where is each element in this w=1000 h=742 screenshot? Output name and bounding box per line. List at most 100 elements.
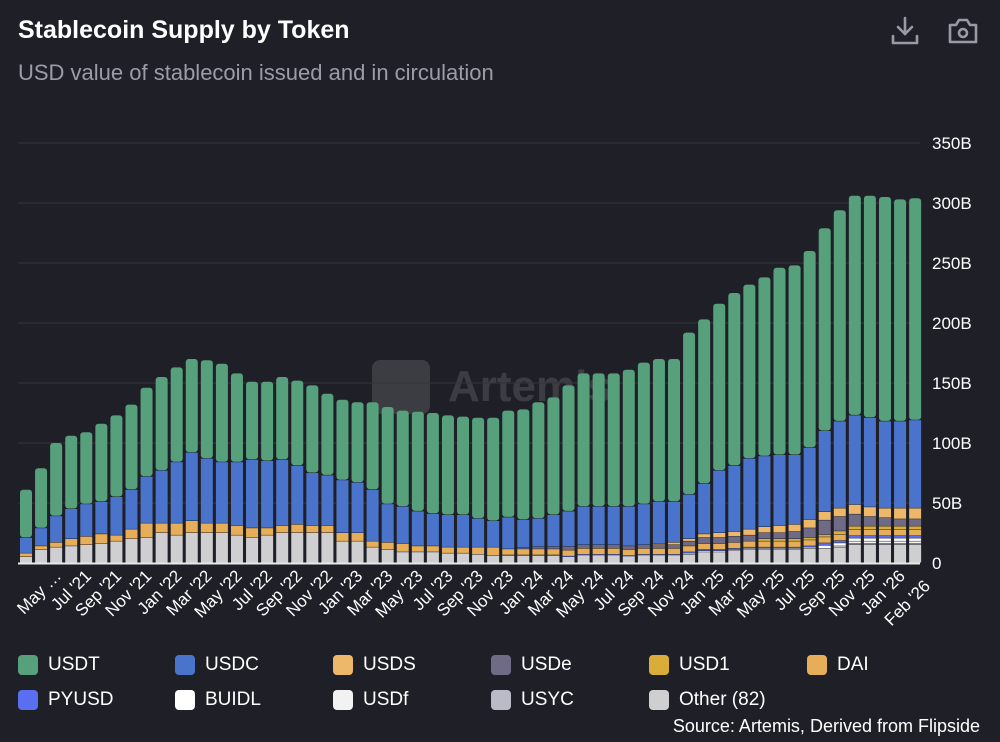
bar-segment-other-82-: [65, 546, 78, 563]
bar-segment-other-82-: [50, 547, 63, 563]
bar-segment-pyusd: [773, 547, 786, 549]
bar-segment-usds: [743, 529, 756, 535]
legend-item[interactable]: USYC: [491, 689, 574, 711]
bar-segment-pyusd: [668, 554, 681, 556]
bar-segment-usdt: [230, 373, 243, 462]
bar-segment-usde: [758, 533, 771, 539]
bar-segment-usdt: [200, 360, 213, 459]
bar-segment-usdt: [547, 397, 560, 515]
bar-segment-usdt: [894, 199, 907, 421]
bar-segment-other-82-: [381, 549, 394, 563]
bar-segment-other-82-: [683, 554, 696, 563]
legend-item[interactable]: USDT: [18, 654, 100, 676]
bar-segment-dai: [140, 523, 153, 538]
bar-segment-usds: [803, 519, 816, 528]
bar-segment-other-82-: [818, 548, 831, 563]
bar-segment-usd1: [833, 531, 846, 535]
bar-segment-other-82-: [472, 554, 485, 563]
bar-segment-pyusd: [652, 554, 665, 556]
bar-segment-usdt: [758, 277, 771, 456]
bar-segment-dai: [743, 541, 756, 547]
legend-item[interactable]: Other (82): [649, 689, 766, 711]
bar-segment-usde: [637, 545, 650, 549]
bar-segment-usdt: [743, 284, 756, 459]
bar-segment-usdc: [683, 494, 696, 539]
legend-item[interactable]: USDS: [333, 654, 416, 676]
bar-segment-usdc: [291, 465, 304, 525]
bar-segment-usdc: [185, 452, 198, 521]
bar-segment-usdc: [95, 501, 108, 534]
bar-segment-usdt: [65, 435, 78, 509]
legend-item[interactable]: BUIDL: [175, 689, 261, 711]
bar-segment-usde: [909, 519, 922, 526]
bar-segment-usdf: [863, 541, 876, 544]
bar-segment-usd1: [878, 526, 891, 530]
bar-segment-usdc: [381, 504, 394, 543]
bar-segment-usdc: [562, 511, 575, 547]
legend-label: USDT: [48, 654, 100, 675]
legend-swatch: [175, 655, 195, 675]
bar-segment-other-82-: [863, 545, 876, 563]
legend-item[interactable]: DAI: [807, 654, 869, 676]
bar-segment-usdt: [110, 415, 123, 497]
bar-segment-buidl: [848, 538, 861, 541]
bar-segment-dai: [261, 528, 274, 535]
bar-segment-other-82-: [261, 535, 274, 563]
bar-segment-dai: [50, 542, 63, 547]
bar-segment-dai: [637, 548, 650, 555]
legend-swatch: [649, 690, 669, 710]
bar-segment-usd1: [848, 526, 861, 530]
bar-segment-usdc: [863, 417, 876, 507]
bar-segment-other-82-: [441, 553, 454, 563]
camera-icon[interactable]: [946, 14, 980, 48]
bar-segment-usdt: [833, 210, 846, 421]
bar-segment-usdt: [637, 362, 650, 504]
bar-segment-usdt: [878, 197, 891, 421]
bar-segment-usdt: [321, 393, 334, 475]
legend-item[interactable]: USDf: [333, 689, 408, 711]
bar-segment-dai: [20, 553, 32, 557]
bar-segment-usds: [909, 508, 922, 519]
bar-segment-other-82-: [276, 533, 289, 563]
bar-segment-dai: [215, 523, 228, 533]
legend-item[interactable]: USDC: [175, 654, 259, 676]
download-icon[interactable]: [888, 14, 922, 48]
bar-segment-usdc: [351, 482, 364, 533]
bar-segment-other-82-: [668, 555, 681, 563]
bar-segment-other-82-: [637, 555, 650, 563]
bar-segment-dai: [441, 547, 454, 553]
bar-segment-usdc: [773, 455, 786, 526]
bar-segment-dai: [607, 548, 620, 555]
bar-segment-usdc: [728, 465, 741, 532]
legend-label: BUIDL: [205, 689, 261, 710]
bar-segment-other-82-: [878, 545, 891, 563]
bar-segment-usde: [713, 537, 726, 544]
bar-segment-dai: [200, 523, 213, 533]
bar-segment-dai: [562, 550, 575, 556]
bar-segment-other-82-: [547, 555, 560, 563]
bar-segment-dai: [155, 523, 168, 533]
bar-segment-dai: [848, 530, 861, 536]
bar-segment-usd1: [894, 526, 907, 530]
bar-segment-pyusd: [502, 555, 515, 556]
y-tick-label: 350B: [932, 134, 972, 153]
bar-segment-dai: [668, 548, 681, 555]
bar-segment-usdt: [291, 380, 304, 466]
bar-segment-other-82-: [788, 549, 801, 563]
bar-segment-usds: [668, 542, 681, 545]
bar-segment-usdc: [637, 504, 650, 545]
bar-segment-other-82-: [80, 545, 93, 563]
bar-segment-usdt: [155, 377, 168, 471]
legend-item[interactable]: USDe: [491, 654, 572, 676]
legend-item[interactable]: PYUSD: [18, 689, 113, 711]
bar-segment-usdt: [683, 332, 696, 495]
bar-segment-usyc: [909, 543, 922, 545]
bar-segment-usds: [878, 508, 891, 518]
bar-segment-buidl: [818, 545, 831, 549]
bar-segment-pyusd: [833, 540, 846, 543]
legend-label: USDf: [363, 689, 409, 710]
bar-segment-dai: [698, 543, 711, 550]
bar-segment-usd1: [863, 526, 876, 530]
legend-item[interactable]: USD1: [649, 654, 730, 676]
